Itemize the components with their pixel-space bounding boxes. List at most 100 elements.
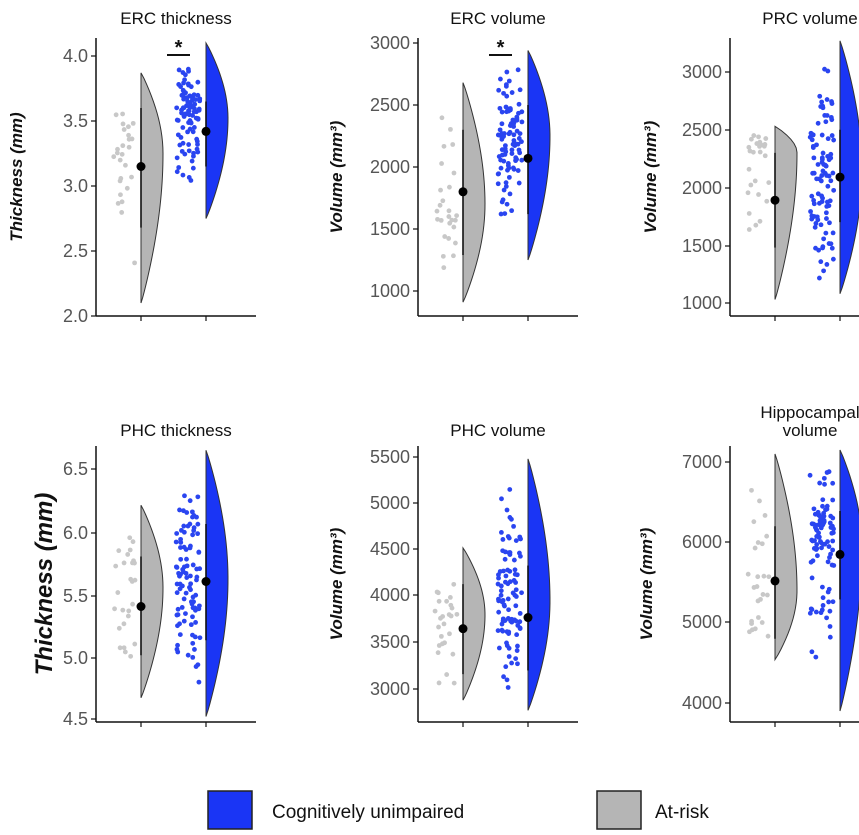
- at-risk-point: [113, 563, 119, 569]
- cu-point: [190, 129, 196, 135]
- cu-point: [826, 599, 832, 605]
- significance-star: *: [497, 37, 505, 59]
- panel-title: ERC thickness: [120, 9, 231, 28]
- y-tick-label: 3.5: [63, 111, 88, 131]
- at-risk-point: [451, 224, 457, 230]
- at-risk-point: [129, 174, 134, 180]
- at-risk-point: [448, 602, 454, 608]
- cu-point: [828, 525, 834, 530]
- cu-point: [517, 131, 523, 137]
- cu-point: [519, 119, 525, 125]
- at-risk-point: [122, 649, 128, 655]
- cu-point: [185, 81, 191, 87]
- at-risk-point: [120, 121, 126, 127]
- cu-point: [196, 603, 202, 609]
- cu-point: [175, 132, 181, 138]
- at-risk-point: [442, 234, 448, 239]
- y-tick-label: 6.5: [63, 459, 88, 479]
- cu-point: [808, 209, 813, 214]
- at-risk-point: [121, 621, 127, 627]
- at-risk-point: [447, 595, 453, 600]
- cu-point: [191, 525, 197, 531]
- cu-point: [501, 187, 507, 193]
- cu-point: [831, 137, 837, 143]
- cu-point: [827, 198, 833, 204]
- cu-point: [505, 685, 511, 690]
- cu-point: [496, 575, 501, 581]
- cu-point: [495, 171, 501, 177]
- cu-point: [178, 540, 184, 545]
- cu-point: [515, 661, 520, 667]
- cu-point: [173, 539, 179, 545]
- at-risk-point: [757, 498, 762, 504]
- at-risk-point: [121, 645, 127, 651]
- cu-point: [509, 660, 515, 666]
- cu-point: [189, 601, 195, 607]
- cu-point: [813, 547, 819, 552]
- cu-point: [504, 507, 510, 513]
- cu-point: [516, 101, 522, 107]
- cu-point: [830, 515, 836, 521]
- cu-point: [190, 594, 196, 600]
- cu-point: [181, 523, 187, 529]
- cu-point: [506, 550, 512, 556]
- at-risk-point: [132, 641, 138, 647]
- cu-point: [497, 105, 503, 111]
- cu-point: [828, 115, 834, 120]
- at-risk-violin: [140, 505, 164, 698]
- cu-point: [813, 609, 819, 615]
- cu-point: [180, 105, 186, 111]
- cu-point: [808, 559, 814, 565]
- cu-point: [515, 67, 521, 73]
- at-risk-point: [447, 184, 452, 190]
- at-risk-mean: [136, 162, 146, 171]
- cu-point: [510, 117, 516, 123]
- cu-point: [822, 66, 827, 72]
- cu-point: [822, 170, 828, 176]
- cu-point: [190, 532, 196, 538]
- at-risk-point: [116, 548, 122, 554]
- cu-point: [178, 84, 183, 89]
- cu-point: [513, 656, 519, 661]
- at-risk-point: [764, 533, 770, 539]
- at-risk-point: [451, 253, 456, 259]
- panel-plot-area: [745, 449, 859, 712]
- at-risk-point: [438, 217, 444, 223]
- cu-point: [820, 150, 826, 156]
- cu-point: [830, 530, 836, 536]
- cu-point: [811, 506, 817, 512]
- cu-point: [177, 632, 183, 637]
- legend: Cognitively unimpaired At-risk: [207, 790, 709, 830]
- cu-point: [191, 153, 196, 159]
- at-risk-point: [446, 214, 452, 219]
- y-tick-label: 6.0: [63, 523, 88, 543]
- at-risk-point: [119, 151, 125, 157]
- cu-point: [180, 87, 186, 93]
- cu-point: [191, 92, 197, 98]
- y-axis-label: Volume (mm³): [641, 120, 660, 233]
- at-risk-point: [112, 606, 117, 612]
- cu-point: [823, 507, 828, 513]
- at-risk-point: [120, 143, 126, 149]
- at-risk-point: [446, 208, 452, 214]
- cu-point: [812, 525, 818, 530]
- cu-point: [502, 152, 508, 157]
- cu-point: [824, 470, 830, 475]
- y-axis-label: Thickness (mm): [31, 493, 58, 676]
- y-tick-label: 3000: [682, 62, 722, 82]
- at-risk-point: [745, 190, 751, 196]
- cu-point: [819, 607, 825, 613]
- chart-panel-3: PRC volume 1000 1500 2000 2500 3000 Volume (mm…: [641, 9, 859, 321]
- at-risk-point: [454, 213, 460, 218]
- at-risk-point: [762, 142, 768, 147]
- y-tick-label: 5.0: [63, 648, 88, 668]
- cu-point: [807, 472, 813, 478]
- cu-violin: [205, 450, 229, 717]
- at-risk-point: [452, 217, 458, 223]
- cu-point: [830, 538, 836, 544]
- cu-point: [497, 569, 503, 574]
- at-risk-point: [441, 143, 447, 149]
- y-tick-label: 7000: [682, 452, 722, 472]
- panel-plot-area: [432, 458, 551, 711]
